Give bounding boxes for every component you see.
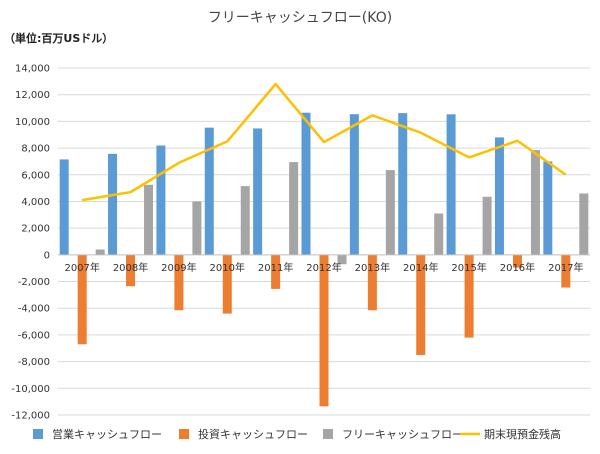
free-cf-bar <box>192 201 202 255</box>
x-tick-label: 2007年 <box>64 261 99 274</box>
y-tick-label: 12,000 <box>15 90 50 101</box>
y-tick-label: -4,000 <box>18 304 50 315</box>
operating-cf-bar <box>156 145 166 255</box>
legend-operating-cf-swatch <box>33 429 43 439</box>
investing-cf-bar <box>464 254 474 338</box>
investing-cf-bar <box>222 254 232 314</box>
x-tick-label: 2017年 <box>548 261 583 274</box>
legend-operating-cf-label: 営業キャッシュフロー <box>52 427 162 441</box>
free-cf-bar <box>385 170 395 255</box>
operating-cf-bar <box>301 112 311 255</box>
investing-cf-bar <box>174 254 184 311</box>
free-cf-bar <box>144 184 154 255</box>
chart-title: フリーキャッシュフロー(KO) <box>208 10 392 26</box>
operating-cf-bar <box>543 161 553 255</box>
legend: 営業キャッシュフロー 投資キャッシュフロー フリーキャッシュフロー 期末現預金残高 <box>33 427 561 441</box>
free-cf-bar <box>530 150 540 255</box>
operating-cf-bar <box>253 128 263 255</box>
legend-free-cf-swatch <box>323 429 333 439</box>
y-tick-label: 6,000 <box>21 170 50 181</box>
x-tick-label: 2012年 <box>306 261 341 274</box>
legend-investing-cf-label: 投資キャッシュフロー <box>198 427 308 441</box>
operating-cf-bar <box>494 137 504 255</box>
investing-cf-bar <box>561 254 571 288</box>
legend-cash-balance-label: 期末現預金残高 <box>484 427 561 441</box>
x-tick-label: 2008年 <box>113 261 148 274</box>
x-tick-label: 2015年 <box>451 261 486 274</box>
investing-cf-bar <box>77 254 87 345</box>
bars-layer <box>59 112 589 407</box>
operating-cf-bar <box>204 127 214 255</box>
x-tick-label: 2013年 <box>355 261 390 274</box>
axis-layer: 14,000 12,000 10,000 8,000 6,000 4,000 2,000 0 -… <box>11 64 590 422</box>
free-cf-bar <box>434 213 444 255</box>
y-tick-label: -10,000 <box>11 384 50 395</box>
free-cf-bar <box>95 249 105 255</box>
x-tick-label: 2014年 <box>403 261 438 274</box>
investing-cf-bar <box>271 254 281 289</box>
x-tick-label: 2016年 <box>500 261 535 274</box>
investing-cf-bar <box>367 254 377 311</box>
y-tick-label: 8,000 <box>21 144 50 155</box>
x-tick-label: 2010年 <box>210 261 245 274</box>
operating-cf-bar <box>108 153 118 255</box>
x-tick-label: 2009年 <box>161 261 196 274</box>
y-tick-label: -2,000 <box>18 277 50 288</box>
y-tick-label: 10,000 <box>15 117 50 128</box>
investing-cf-bar <box>319 254 329 407</box>
free-cf-bar <box>482 196 492 255</box>
free-cf-bar <box>289 162 299 255</box>
y-tick-label: -6,000 <box>18 330 50 341</box>
y-tick-label: -8,000 <box>18 357 50 368</box>
x-tick-label: 2011年 <box>258 261 293 274</box>
y-tick-label: 0 <box>44 250 50 261</box>
operating-cf-bar <box>446 114 456 255</box>
legend-free-cf-label: フリーキャッシュフロー <box>342 428 463 441</box>
investing-cf-bar <box>512 254 522 268</box>
legend-investing-cf-swatch <box>179 429 189 439</box>
investing-cf-bar <box>416 254 426 355</box>
unit-label: （単位:百万USドル） <box>4 31 113 45</box>
operating-cf-bar <box>398 113 408 255</box>
investing-cf-bar <box>126 254 136 287</box>
line-layer <box>81 82 567 202</box>
y-tick-label: 4,000 <box>21 197 50 208</box>
free-cf-bar <box>579 193 589 255</box>
operating-cf-bar <box>349 114 359 255</box>
free-cf-bar <box>337 254 347 265</box>
free-cf-bar <box>240 186 250 255</box>
y-tick-label: 14,000 <box>15 64 50 75</box>
operating-cf-bar <box>59 159 69 255</box>
y-tick-label: -12,000 <box>11 411 50 422</box>
y-tick-label: 2,000 <box>21 224 50 235</box>
